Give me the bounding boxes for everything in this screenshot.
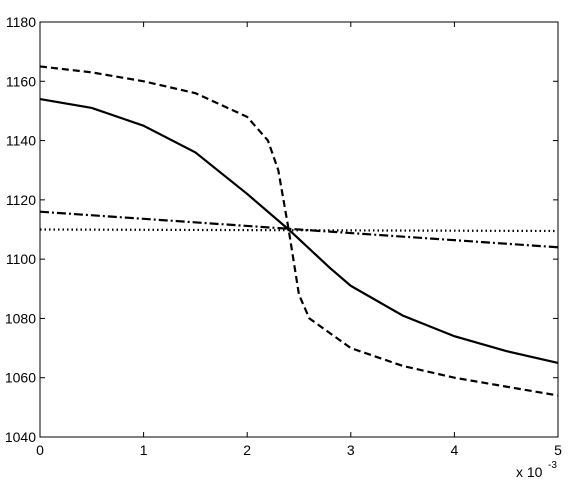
y-tick-label: 1100: [6, 251, 36, 267]
y-tick-label: 1160: [6, 73, 36, 89]
line-series: [39, 228, 559, 233]
x-tick-label: 2: [243, 442, 251, 458]
x-tick-label: 1: [140, 442, 148, 458]
x-tick-label: 0: [36, 442, 44, 458]
line-series: [39, 210, 559, 249]
x-tick-label: 3: [347, 442, 355, 458]
y-tick-label: 1080: [5, 310, 36, 326]
y-tick-label: 1120: [6, 192, 36, 208]
y-tick-label: 1140: [6, 133, 36, 149]
y-tick-label: 1040: [5, 429, 36, 445]
line-series: [39, 65, 559, 397]
y-tick-label: 1060: [5, 370, 36, 386]
y-tick-label: 1180: [6, 14, 36, 30]
x-scale-label: x 10: [516, 464, 543, 480]
x-tick-label: 5: [554, 442, 562, 458]
x-tick-label: 4: [451, 442, 459, 458]
x-scale-exponent: -3: [548, 460, 557, 471]
line-series: [39, 97, 559, 364]
